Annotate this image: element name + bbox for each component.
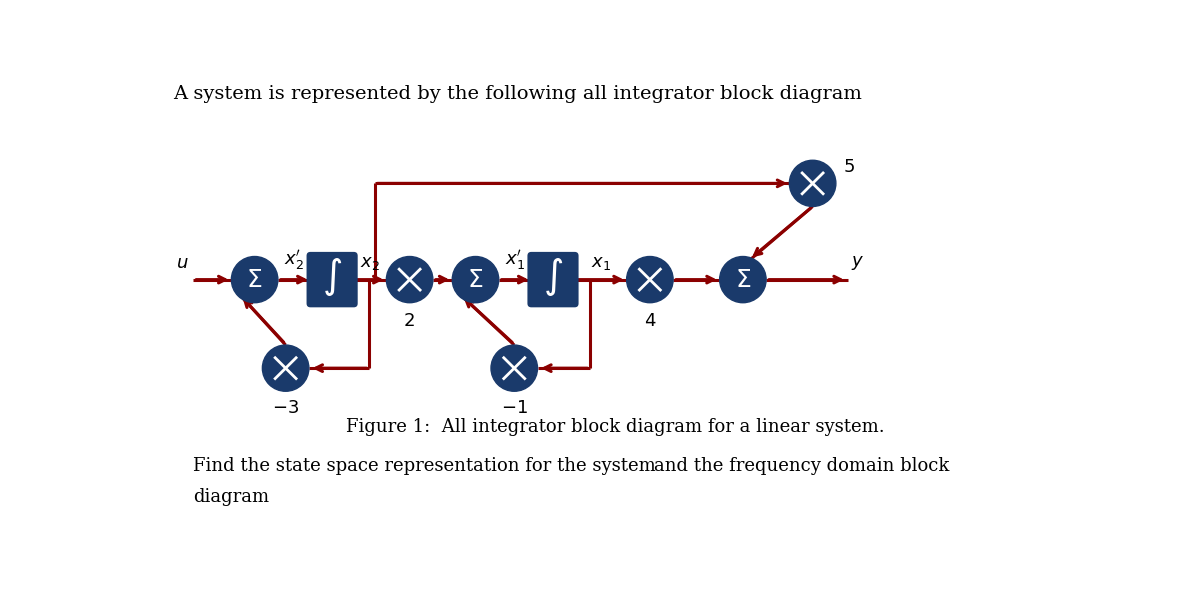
Text: 5: 5 (844, 158, 856, 176)
Text: $\Sigma$: $\Sigma$ (467, 268, 484, 292)
Circle shape (790, 160, 836, 207)
Text: $\Sigma$: $\Sigma$ (734, 268, 751, 292)
Text: $x_1'$: $x_1'$ (505, 248, 526, 272)
Text: $x_1$: $x_1$ (590, 254, 611, 272)
Text: $u$: $u$ (176, 254, 188, 272)
Text: $-1$: $-1$ (500, 399, 528, 417)
Text: $\int$: $\int$ (542, 256, 563, 298)
Text: 4: 4 (644, 312, 655, 330)
Text: $x_2$: $x_2$ (360, 254, 380, 272)
Text: diagram: diagram (193, 487, 269, 506)
Text: $-3$: $-3$ (272, 399, 299, 417)
Text: $\int$: $\int$ (322, 256, 342, 298)
Text: and the frequency domain block: and the frequency domain block (654, 457, 949, 475)
Text: Figure 1:  All integrator block diagram for a linear system.: Figure 1: All integrator block diagram f… (346, 418, 884, 436)
FancyBboxPatch shape (306, 252, 358, 307)
Text: 2: 2 (404, 312, 415, 330)
Circle shape (386, 257, 433, 303)
Text: $\Sigma$: $\Sigma$ (246, 268, 263, 292)
Text: $y$: $y$ (851, 254, 865, 272)
Text: $x_2'$: $x_2'$ (284, 248, 304, 272)
Circle shape (626, 257, 673, 303)
Circle shape (263, 345, 308, 391)
Circle shape (232, 257, 278, 303)
FancyBboxPatch shape (528, 252, 578, 307)
Text: Find the state space representation for the system: Find the state space representation for … (193, 457, 655, 475)
Text: A system is represented by the following all integrator block diagram: A system is represented by the following… (173, 85, 862, 103)
Circle shape (491, 345, 538, 391)
Circle shape (720, 257, 766, 303)
Circle shape (452, 257, 499, 303)
